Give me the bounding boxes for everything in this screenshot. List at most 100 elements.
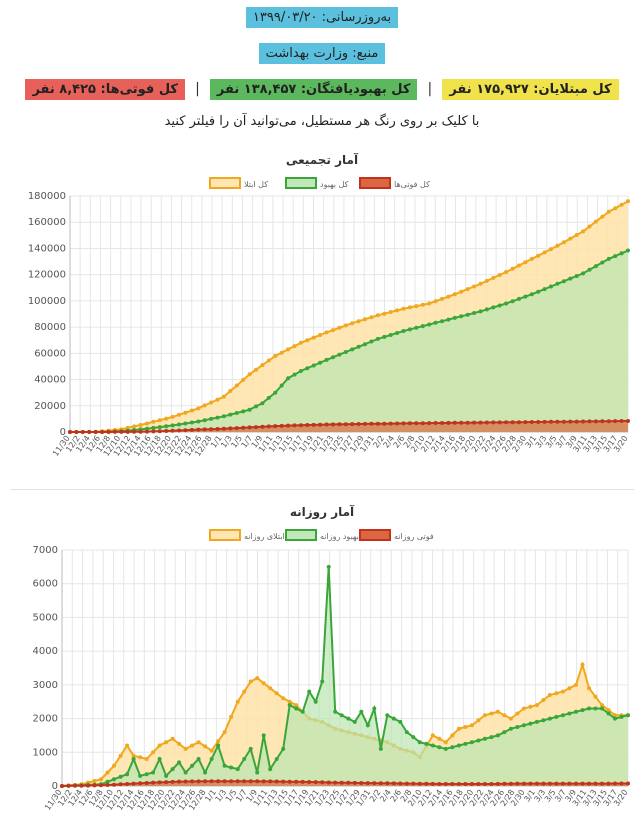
data-point-recovered[interactable] (515, 725, 520, 729)
data-point-infected[interactable] (504, 270, 509, 274)
data-point-recovered[interactable] (164, 424, 169, 429)
data-point-infected[interactable] (437, 736, 442, 741)
data-point-infected[interactable] (209, 400, 214, 405)
data-point-deaths[interactable] (164, 780, 169, 785)
data-point-deaths[interactable] (517, 420, 521, 425)
data-point-deaths[interactable] (318, 422, 323, 427)
data-point-recovered[interactable] (568, 276, 573, 281)
data-point-recovered[interactable] (157, 425, 162, 430)
data-point-deaths[interactable] (482, 782, 487, 786)
data-point-deaths[interactable] (119, 429, 124, 434)
data-point-infected[interactable] (229, 714, 234, 719)
data-point-deaths[interactable] (547, 781, 552, 786)
data-point-infected[interactable] (472, 284, 477, 289)
data-point-recovered[interactable] (305, 366, 310, 371)
data-point-infected[interactable] (286, 347, 291, 352)
data-point-recovered[interactable] (216, 743, 221, 748)
data-point-recovered[interactable] (209, 757, 214, 761)
legend-label-deaths[interactable]: فوتی روزانه (394, 532, 434, 541)
data-point-infected[interactable] (350, 321, 355, 326)
data-point-infected[interactable] (463, 725, 468, 729)
data-point-infected[interactable] (388, 310, 393, 314)
data-point-infected[interactable] (414, 304, 419, 309)
data-point-recovered[interactable] (266, 395, 271, 400)
data-point-deaths[interactable] (430, 781, 435, 786)
data-point-deaths[interactable] (417, 781, 422, 786)
data-point-recovered[interactable] (268, 767, 273, 772)
data-point-deaths[interactable] (391, 781, 396, 786)
data-point-deaths[interactable] (300, 779, 305, 784)
data-point-deaths[interactable] (183, 428, 188, 433)
data-point-deaths[interactable] (74, 430, 79, 434)
data-point-deaths[interactable] (508, 781, 513, 786)
data-point-infected[interactable] (241, 377, 246, 382)
data-point-infected[interactable] (482, 713, 487, 718)
data-point-deaths[interactable] (502, 781, 507, 786)
data-point-deaths[interactable] (600, 781, 604, 786)
data-point-recovered[interactable] (385, 713, 390, 718)
data-point-deaths[interactable] (484, 420, 489, 425)
data-point-infected[interactable] (183, 746, 188, 751)
data-point-recovered[interactable] (476, 738, 481, 743)
data-point-recovered[interactable] (508, 726, 513, 731)
data-point-deaths[interactable] (568, 419, 573, 424)
data-point-recovered[interactable] (626, 248, 630, 253)
data-point-recovered[interactable] (157, 757, 162, 761)
data-point-infected[interactable] (221, 394, 226, 399)
data-point-infected[interactable] (430, 733, 435, 738)
data-point-recovered[interactable] (300, 709, 305, 714)
data-point-deaths[interactable] (626, 781, 630, 786)
data-point-infected[interactable] (541, 698, 546, 702)
data-point-deaths[interactable] (574, 781, 578, 786)
data-point-deaths[interactable] (132, 429, 137, 434)
data-point-recovered[interactable] (287, 703, 292, 708)
data-point-deaths[interactable] (560, 781, 565, 786)
data-point-deaths[interactable] (626, 419, 630, 423)
legend-swatch-deaths[interactable] (359, 529, 391, 541)
data-point-recovered[interactable] (424, 741, 429, 746)
data-point-deaths[interactable] (541, 781, 546, 786)
data-point-infected[interactable] (247, 372, 252, 377)
data-point-recovered[interactable] (517, 296, 521, 301)
data-point-recovered[interactable] (144, 772, 149, 777)
data-point-deaths[interactable] (266, 424, 271, 429)
data-point-infected[interactable] (613, 713, 617, 718)
data-point-deaths[interactable] (549, 419, 553, 424)
data-point-deaths[interactable] (446, 420, 451, 425)
data-point-recovered[interactable] (313, 699, 318, 704)
data-point-recovered[interactable] (542, 287, 547, 292)
data-point-infected[interactable] (112, 763, 116, 768)
data-point-infected[interactable] (536, 253, 541, 258)
data-point-deaths[interactable] (242, 779, 247, 784)
data-point-deaths[interactable] (305, 423, 310, 427)
data-point-recovered[interactable] (363, 342, 367, 347)
data-point-deaths[interactable] (100, 430, 105, 434)
data-point-infected[interactable] (508, 716, 513, 721)
data-point-infected[interactable] (459, 289, 464, 294)
data-point-deaths[interactable] (352, 780, 357, 785)
data-point-recovered[interactable] (215, 415, 220, 420)
data-point-deaths[interactable] (613, 781, 617, 786)
legend-swatch-infected[interactable] (209, 529, 241, 541)
data-point-recovered[interactable] (547, 716, 552, 721)
data-point-recovered[interactable] (118, 774, 123, 779)
data-point-recovered[interactable] (574, 274, 579, 278)
data-point-recovered[interactable] (281, 746, 286, 751)
data-point-recovered[interactable] (177, 422, 181, 427)
data-point-infected[interactable] (356, 319, 361, 324)
data-point-recovered[interactable] (420, 324, 425, 329)
data-point-infected[interactable] (196, 740, 201, 745)
data-point-deaths[interactable] (241, 425, 246, 430)
data-point-deaths[interactable] (465, 420, 470, 425)
data-point-recovered[interactable] (430, 743, 435, 748)
data-point-deaths[interactable] (600, 419, 605, 424)
data-point-infected[interactable] (517, 263, 521, 268)
data-point-infected[interactable] (446, 294, 451, 299)
data-point-recovered[interactable] (529, 292, 534, 297)
data-point-infected[interactable] (593, 219, 598, 224)
data-point-recovered[interactable] (190, 763, 195, 768)
data-point-infected[interactable] (209, 748, 214, 753)
data-point-infected[interactable] (189, 408, 194, 413)
data-point-infected[interactable] (495, 709, 500, 714)
data-point-infected[interactable] (547, 693, 552, 697)
